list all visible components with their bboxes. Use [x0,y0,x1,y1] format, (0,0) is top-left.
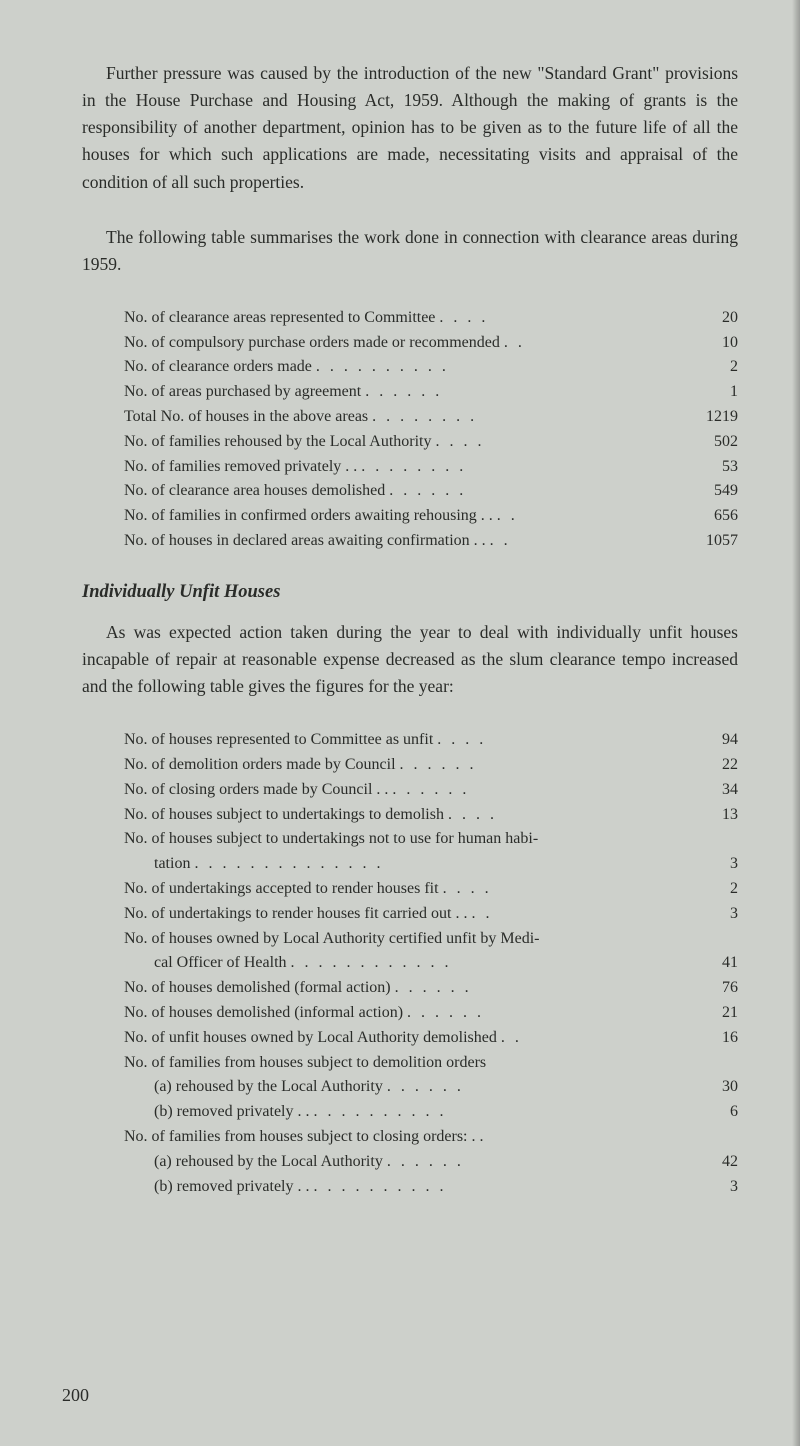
table-row: No. of houses demolished (informal actio… [124,1001,738,1026]
table-row-label: (b) removed privately . . . . . . . . . … [154,1100,688,1125]
table-row: No. of families in confirmed orders awai… [124,504,738,529]
table-row: No. of closing orders made by Council . … [124,778,738,803]
table-row-label: No. of families from houses subject to d… [124,1051,688,1076]
table-row-label: No. of houses subject to undertakings no… [124,827,688,852]
table-row-label: No. of undertakings accepted to render h… [124,877,688,902]
table-row: No. of clearance area houses demolished … [124,479,738,504]
table-row-label: No. of families rehoused by the Local Au… [124,430,688,455]
table-row-label: No. of families removed privately . . . … [124,455,688,480]
table-row-value: 3 [688,1175,738,1200]
table-row-value: 502 [688,430,738,455]
table-row: No. of compulsory purchase orders made o… [124,331,738,356]
table-row-label: No. of houses owned by Local Authority c… [124,927,688,952]
table-row: No. of houses demolished (formal action)… [124,976,738,1001]
table-row: No. of families removed privately . . . … [124,455,738,480]
table-row-label: No. of unfit houses owned by Local Autho… [124,1026,688,1051]
table-row-label: No. of houses in declared areas awaiting… [124,529,688,554]
table-row-value: 1 [688,380,738,405]
table-row: cal Officer of Health . . . . . . . . . … [154,951,738,976]
table-row-value: 21 [688,1001,738,1026]
table-row: tation . . . . . . . . . . . . . .3 [154,852,738,877]
table-row: No. of clearance orders made . . . . . .… [124,355,738,380]
table-row: No. of houses subject to undertakings to… [124,803,738,828]
table-row-label: No. of houses represented to Committee a… [124,728,688,753]
table-row-value: 53 [688,455,738,480]
table-row-label: No. of clearance orders made . . . . . .… [124,355,688,380]
paragraph-3: As was expected action taken during the … [82,619,738,700]
table-row-label: No. of closing orders made by Council . … [124,778,688,803]
table-row-value: 2 [688,355,738,380]
table-row-value: 1057 [688,529,738,554]
table-row-value: 42 [688,1150,738,1175]
table-row: (b) removed privately . . . . . . . . . … [154,1100,738,1125]
table-row-value: 2 [688,877,738,902]
table-row-label: (b) removed privately . . . . . . . . . … [154,1175,688,1200]
table-row-value: 549 [688,479,738,504]
table-row-value: 1219 [688,405,738,430]
table-row: No. of houses owned by Local Authority c… [124,927,738,952]
table-row-value: 656 [688,504,738,529]
table-row: No. of demolition orders made by Council… [124,753,738,778]
table-row-value: 3 [688,902,738,927]
table-row: No. of houses represented to Committee a… [124,728,738,753]
table-row-label: cal Officer of Health . . . . . . . . . … [154,951,688,976]
table-row-label: (a) rehoused by the Local Authority . . … [154,1075,688,1100]
table-row-label: tation . . . . . . . . . . . . . . [154,852,688,877]
table-row: No. of houses in declared areas awaiting… [124,529,738,554]
table-row-value: 34 [688,778,738,803]
table-row-label: (a) rehoused by the Local Authority . . … [154,1150,688,1175]
table-row-label: No. of houses demolished (informal actio… [124,1001,688,1026]
table-row: (a) rehoused by the Local Authority . . … [154,1150,738,1175]
table-row-value: 30 [688,1075,738,1100]
table-row-label: No. of families from houses subject to c… [124,1125,688,1150]
table-row: (a) rehoused by the Local Authority . . … [154,1075,738,1100]
table-row: No. of unfit houses owned by Local Autho… [124,1026,738,1051]
table-row-value: 20 [688,306,738,331]
table-row-label: No. of areas purchased by agreement . . … [124,380,688,405]
table-row-value: 13 [688,803,738,828]
clearance-table: No. of clearance areas represented to Co… [124,306,738,554]
table-row-label: No. of houses subject to undertakings to… [124,803,688,828]
table-row-label: No. of undertakings to render houses fit… [124,902,688,927]
table-row: No. of clearance areas represented to Co… [124,306,738,331]
table-row-label: No. of families in confirmed orders awai… [124,504,688,529]
table-row: No. of houses subject to undertakings no… [124,827,738,852]
table-row: No. of families rehoused by the Local Au… [124,430,738,455]
table-row-label: No. of compulsory purchase orders made o… [124,331,688,356]
page-edge-shadow [792,0,800,1446]
table-row-value: 94 [688,728,738,753]
table-row-value: 41 [688,951,738,976]
unfit-houses-table: No. of houses represented to Committee a… [124,728,738,1199]
table-row-label: No. of clearance area houses demolished … [124,479,688,504]
table-row-value: 6 [688,1100,738,1125]
paragraph-1: Further pressure was caused by the intro… [82,60,738,196]
table-row-label: No. of demolition orders made by Council… [124,753,688,778]
section-heading: Individually Unfit Houses [82,582,738,603]
table-row-label: Total No. of houses in the above areas .… [124,405,688,430]
table-row: No. of undertakings to render houses fit… [124,902,738,927]
table-row: No. of families from houses subject to c… [124,1125,738,1150]
table-row: No. of undertakings accepted to render h… [124,877,738,902]
table-row: No. of areas purchased by agreement . . … [124,380,738,405]
table-row-label: No. of houses demolished (formal action)… [124,976,688,1001]
table-row-value: 16 [688,1026,738,1051]
table-row-value: 10 [688,331,738,356]
table-row: Total No. of houses in the above areas .… [124,405,738,430]
page-number: 200 [62,1385,89,1406]
table-row-value: 3 [688,852,738,877]
paragraph-2: The following table summarises the work … [82,224,738,278]
table-row: (b) removed privately . . . . . . . . . … [154,1175,738,1200]
table-row: No. of families from houses subject to d… [124,1051,738,1076]
table-row-label: No. of clearance areas represented to Co… [124,306,688,331]
table-row-value: 22 [688,753,738,778]
table-row-value: 76 [688,976,738,1001]
